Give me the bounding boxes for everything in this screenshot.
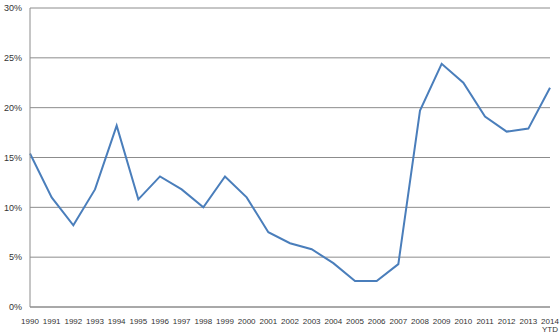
svg-text:2013: 2013: [519, 317, 537, 326]
svg-text:2005: 2005: [346, 317, 364, 326]
svg-text:1992: 1992: [64, 317, 82, 326]
svg-text:2006: 2006: [368, 317, 386, 326]
svg-text:2014YTD: 2014YTD: [541, 317, 552, 333]
svg-text:30%: 30%: [8, 3, 22, 13]
svg-text:0%: 0%: [9, 302, 22, 312]
svg-text:2003: 2003: [303, 317, 321, 326]
svg-text:1990: 1990: [21, 317, 39, 326]
svg-text:1998: 1998: [194, 317, 212, 326]
svg-text:2004: 2004: [324, 317, 342, 326]
svg-text:2010: 2010: [454, 317, 472, 326]
svg-text:2000: 2000: [238, 317, 256, 326]
svg-text:2012: 2012: [498, 317, 516, 326]
svg-text:1991: 1991: [43, 317, 61, 326]
svg-text:1997: 1997: [173, 317, 191, 326]
svg-text:20%: 20%: [8, 103, 22, 113]
svg-text:2007: 2007: [389, 317, 407, 326]
svg-text:10%: 10%: [8, 203, 22, 213]
svg-text:1995: 1995: [129, 317, 147, 326]
svg-text:1999: 1999: [216, 317, 234, 326]
svg-text:2002: 2002: [281, 317, 299, 326]
svg-text:1993: 1993: [86, 317, 104, 326]
svg-text:2008: 2008: [411, 317, 429, 326]
svg-text:2001: 2001: [259, 317, 277, 326]
svg-text:2009: 2009: [433, 317, 451, 326]
svg-text:25%: 25%: [8, 53, 22, 63]
svg-text:2011: 2011: [476, 317, 494, 326]
svg-text:1994: 1994: [108, 317, 126, 326]
svg-text:5%: 5%: [9, 252, 22, 262]
svg-text:1996: 1996: [151, 317, 169, 326]
svg-text:15%: 15%: [8, 153, 22, 163]
